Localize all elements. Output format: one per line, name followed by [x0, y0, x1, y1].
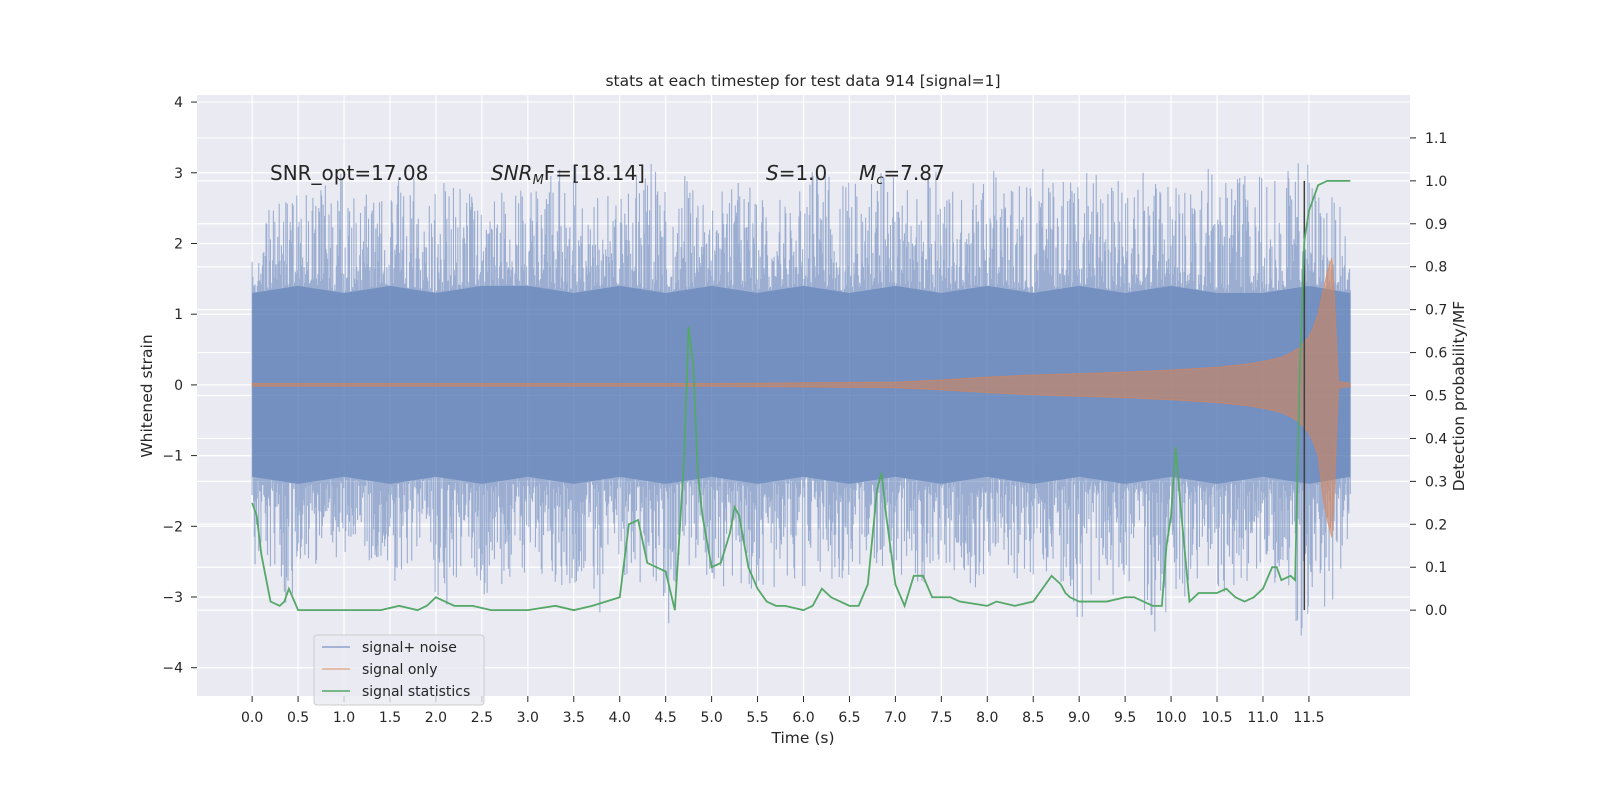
x-tick-label: 2.0	[425, 710, 447, 726]
signal-statistics-line	[251, 179, 1351, 612]
x-tick-label: 0.5	[287, 710, 309, 726]
chart-title: stats at each timestep for test data 914…	[605, 72, 1000, 90]
legend-box	[313, 634, 485, 706]
y-right-tick-label: 0.5	[1425, 389, 1447, 405]
x-tick-label: 1.0	[333, 710, 355, 726]
x-tick-label: 11.5	[1293, 710, 1324, 726]
y-axis-right-label: Detection probability/MF	[1450, 301, 1468, 492]
annotation-snr-opt: SNR_opt=17.08	[270, 161, 428, 185]
y-right-tick-label: 0.9	[1425, 217, 1447, 233]
legend-label-signal-noise: signal+ noise	[362, 640, 457, 656]
y-right-tick-label: 0.7	[1425, 303, 1447, 319]
axis-ticks: 0.0 0.5 1.0 1.5 2.0 2.5 3.0 3.5 4.0 4.5 5.0 5.5 6.0 6…	[162, 95, 1447, 726]
x-tick-label: 5.0	[700, 710, 722, 726]
y-axis-label: Whitened strain	[138, 334, 156, 457]
x-tick-label: 8.0	[976, 710, 998, 726]
legend: signal+ noise signal only signal statist…	[313, 634, 485, 706]
y-right-tick-label: 0.0	[1425, 603, 1447, 619]
x-tick-label: 3.0	[517, 710, 539, 726]
x-tick-label: 5.5	[746, 710, 768, 726]
y-tick-label: 3	[174, 166, 183, 182]
y-right-tick-label: 1.0	[1425, 174, 1447, 190]
x-tick-label: 0.0	[241, 710, 263, 726]
x-tick-label: 2.5	[471, 710, 493, 726]
x-tick-label: 4.0	[609, 710, 631, 726]
y-tick-label: −1	[162, 449, 183, 465]
x-axis-label: Time (s)	[770, 729, 834, 747]
x-tick-label: 11.0	[1247, 710, 1278, 726]
y-right-tick-label: 0.4	[1425, 431, 1447, 447]
x-tick-label: 4.5	[655, 710, 677, 726]
annotation-snr-mf: SNRMF=[18.14]	[491, 161, 645, 188]
annotation-mc: Mc=7.87	[859, 161, 945, 188]
y-right-tick-label: 0.2	[1425, 517, 1447, 533]
y-tick-label: 2	[174, 236, 183, 252]
y-right-tick-label: 1.1	[1425, 131, 1447, 147]
y-right-tick-label: 0.1	[1425, 560, 1447, 576]
annotation-s: S=1.0	[766, 161, 827, 185]
x-tick-label: 10.0	[1155, 710, 1186, 726]
x-tick-label: 1.5	[379, 710, 401, 726]
y-tick-label: 1	[174, 307, 183, 323]
signal-statistics-series	[251, 179, 1351, 612]
y-tick-label: −2	[162, 519, 183, 535]
y-right-tick-label: 0.3	[1425, 474, 1447, 490]
y-right-tick-label: 0.6	[1425, 346, 1447, 362]
x-tick-label: 10.5	[1201, 710, 1232, 726]
x-tick-label: 8.5	[1022, 710, 1044, 726]
y-tick-label: 0	[174, 378, 183, 394]
signal-only-series	[251, 257, 1351, 538]
x-tick-label: 9.5	[1114, 710, 1136, 726]
y-right-tick-label: 0.8	[1425, 260, 1447, 276]
x-tick-label: 7.5	[930, 710, 952, 726]
legend-label-signal-statistics: signal statistics	[362, 684, 470, 700]
signal-only-trace	[251, 257, 1351, 538]
x-tick-label: 6.0	[792, 710, 814, 726]
x-tick-label: 3.5	[563, 710, 585, 726]
y-tick-label: −3	[162, 590, 183, 606]
x-tick-label: 7.0	[884, 710, 906, 726]
y-tick-label: 4	[174, 95, 183, 111]
x-tick-label: 6.5	[838, 710, 860, 726]
x-tick-label: 9.0	[1068, 710, 1090, 726]
y-tick-label: −4	[162, 661, 183, 677]
legend-label-signal-only: signal only	[362, 662, 437, 678]
